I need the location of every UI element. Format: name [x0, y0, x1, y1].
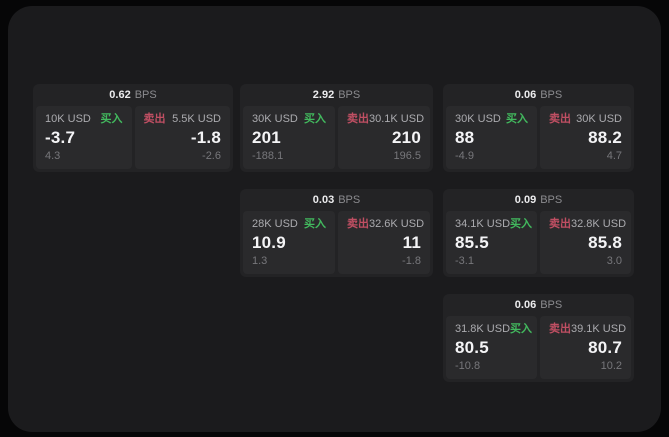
sell-amount: 30K USD — [576, 113, 622, 125]
sell-button[interactable]: 卖出 — [549, 323, 571, 335]
buy-pane[interactable]: 30K USD 买入 88 -4.9 — [446, 106, 537, 169]
buy-button[interactable]: 买入 — [510, 323, 533, 335]
quote-card-4: 0.03 BPS 28K USD 买入 10.9 1.3 卖出 32.6K US… — [240, 189, 433, 277]
bps-unit-label: BPS — [134, 89, 157, 101]
buy-pane[interactable]: 30K USD 买入 201 -188.1 — [243, 106, 335, 169]
buy-amount: 10K USD — [45, 113, 91, 125]
buy-price: 80.5 — [455, 338, 489, 357]
buy-sub-value: -188.1 — [252, 150, 284, 162]
sell-pane[interactable]: 卖出 30.1K USD 210 196.5 — [338, 106, 430, 169]
sell-amount: 32.6K USD — [369, 218, 425, 230]
main-panel: 0.62 BPS 10K USD 买入 -3.7 4.3 卖出 5.5K USD… — [8, 6, 661, 432]
buy-pane[interactable]: 31.8K USD 买入 80.5 -10.8 — [446, 316, 537, 379]
bps-value: 0.03 — [312, 194, 335, 206]
sell-sub-value: 3.0 — [606, 255, 622, 267]
sell-button[interactable]: 卖出 — [347, 218, 369, 230]
buy-button[interactable]: 买入 — [100, 113, 123, 125]
bps-header: 0.06 BPS — [443, 294, 634, 316]
buy-price: 88 — [455, 128, 475, 147]
bps-header: 0.09 BPS — [443, 189, 634, 211]
bps-value: 2.92 — [312, 89, 335, 101]
bps-unit-label: BPS — [540, 194, 563, 206]
buy-amount: 28K USD — [252, 218, 298, 230]
buy-sub-value: 4.3 — [45, 150, 61, 162]
sell-price: 88.2 — [588, 128, 622, 147]
buy-pane[interactable]: 34.1K USD 买入 85.5 -3.1 — [446, 211, 537, 274]
buy-sub-value: 1.3 — [252, 255, 268, 267]
sell-price: 85.8 — [588, 233, 622, 252]
sell-amount: 39.1K USD — [571, 323, 627, 335]
bps-value: 0.06 — [514, 89, 537, 101]
sell-price: 210 — [392, 128, 421, 147]
bps-header: 0.06 BPS — [443, 84, 634, 106]
quote-card-6: 0.06 BPS 31.8K USD 买入 80.5 -10.8 卖出 39.1… — [443, 294, 634, 382]
sell-sub-value: -2.6 — [202, 150, 221, 162]
buy-amount: 30K USD — [252, 113, 298, 125]
buy-price: 201 — [252, 128, 281, 147]
buy-button[interactable]: 买入 — [304, 218, 326, 230]
buy-price: 85.5 — [455, 233, 489, 252]
sell-sub-value: 196.5 — [393, 150, 421, 162]
sell-sub-value: 10.2 — [600, 360, 622, 372]
sell-button[interactable]: 卖出 — [347, 113, 369, 125]
bps-unit-label: BPS — [338, 194, 361, 206]
buy-amount: 34.1K USD — [455, 218, 511, 230]
buy-button[interactable]: 买入 — [506, 113, 528, 125]
sell-button[interactable]: 卖出 — [549, 113, 571, 125]
sell-pane[interactable]: 卖出 5.5K USD -1.8 -2.6 — [134, 106, 230, 169]
bps-value: 0.09 — [514, 194, 537, 206]
quote-card-3: 0.06 BPS 30K USD 买入 88 -4.9 卖出 30K USD 8… — [443, 84, 634, 172]
sell-price: 80.7 — [588, 338, 622, 357]
quote-card-5: 0.09 BPS 34.1K USD 买入 85.5 -3.1 卖出 32.8K… — [443, 189, 634, 277]
bps-unit-label: BPS — [540, 89, 563, 101]
bps-header: 0.03 BPS — [240, 189, 433, 211]
bps-header: 0.62 BPS — [33, 84, 233, 106]
bps-value: 0.62 — [109, 89, 131, 101]
sell-price: -1.8 — [190, 128, 221, 147]
buy-pane[interactable]: 28K USD 买入 10.9 1.3 — [243, 211, 335, 274]
sell-pane[interactable]: 卖出 32.6K USD 11 -1.8 — [338, 211, 430, 274]
sell-amount: 32.8K USD — [571, 218, 627, 230]
quote-card-2: 2.92 BPS 30K USD 买入 201 -188.1 卖出 30.1K … — [240, 84, 433, 172]
bps-header: 2.92 BPS — [240, 84, 433, 106]
sell-sub-value: 4.7 — [606, 150, 622, 162]
bps-unit-label: BPS — [540, 299, 563, 311]
buy-price: -3.7 — [45, 128, 76, 147]
buy-sub-value: -4.9 — [455, 150, 474, 162]
sell-pane[interactable]: 卖出 30K USD 88.2 4.7 — [540, 106, 631, 169]
sell-pane[interactable]: 卖出 39.1K USD 80.7 10.2 — [540, 316, 631, 379]
bps-unit-label: BPS — [338, 89, 361, 101]
sell-button[interactable]: 卖出 — [549, 218, 571, 230]
sell-pane[interactable]: 卖出 32.8K USD 85.8 3.0 — [540, 211, 631, 274]
quote-card-1: 0.62 BPS 10K USD 买入 -3.7 4.3 卖出 5.5K USD… — [33, 84, 233, 172]
buy-button[interactable]: 买入 — [510, 218, 533, 230]
sell-button[interactable]: 卖出 — [143, 113, 166, 125]
buy-button[interactable]: 买入 — [304, 113, 326, 125]
bps-value: 0.06 — [514, 299, 537, 311]
buy-amount: 30K USD — [455, 113, 501, 125]
buy-sub-value: -3.1 — [455, 255, 474, 267]
buy-pane[interactable]: 10K USD 买入 -3.7 4.3 — [36, 106, 132, 169]
sell-price: 11 — [402, 233, 421, 252]
buy-price: 10.9 — [252, 233, 286, 252]
sell-sub-value: -1.8 — [402, 255, 421, 267]
buy-sub-value: -10.8 — [455, 360, 481, 372]
sell-amount: 5.5K USD — [172, 113, 221, 125]
buy-amount: 31.8K USD — [455, 323, 511, 335]
sell-amount: 30.1K USD — [369, 113, 425, 125]
